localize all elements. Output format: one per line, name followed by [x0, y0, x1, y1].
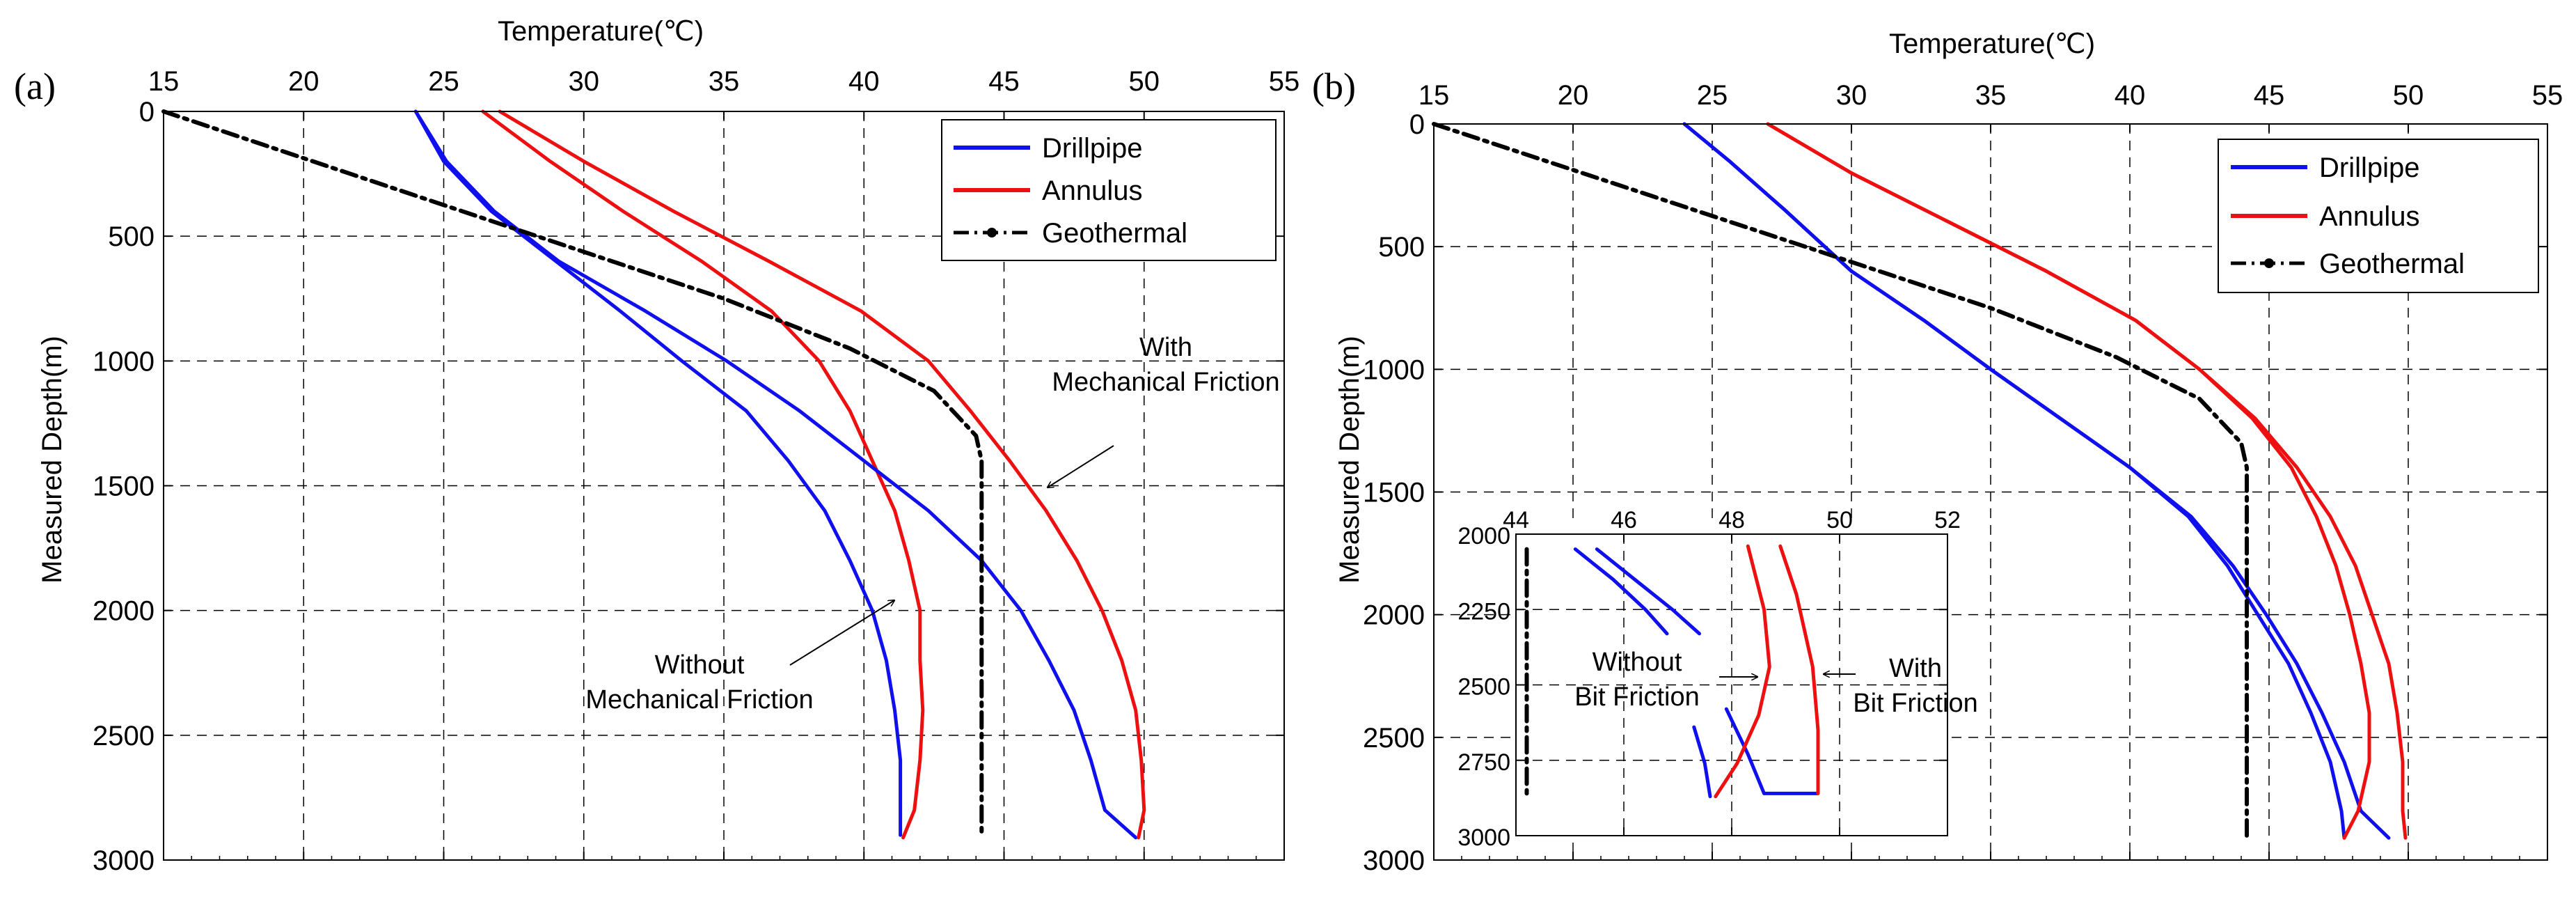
panel-a-annotation-without-line2: Mechanical Friction — [585, 685, 813, 714]
panel-a-annotation-with-line1: With — [1139, 333, 1192, 362]
panel-b-inset-series-drillpipe-with-bit-friction — [1724, 707, 1820, 795]
panel-a-x-tick-label: 20 — [288, 66, 319, 97]
panel-b-y-tick-label: 1500 — [1363, 478, 1425, 508]
panel-b-legend-geothermal: Geothermal — [2319, 249, 2465, 279]
panel-a-x-tick-label: 30 — [569, 66, 600, 97]
panel-a-ticks: 15 20 25 30 35 40 45 50 55 0 500 1000 1500 2000 2500 30… — [93, 66, 1299, 876]
panel-b-ticks: 15 20 25 30 35 40 45 50 55 0 500 1000 1500 2000 2500 30… — [1363, 80, 2563, 876]
panel-a-y-tick-label: 1500 — [93, 471, 155, 502]
panel-b-x-tick-label: 15 — [1419, 80, 1450, 111]
panel-a-label: (a) — [14, 65, 56, 107]
panel-b-inset-annotation-without-line1: Without — [1593, 648, 1682, 677]
panel-b-x-tick-label: 20 — [1558, 80, 1589, 111]
panel-b-x-tick-label: 25 — [1697, 80, 1728, 111]
panel-b-inset-grid — [1516, 534, 1947, 836]
panel-b-legend-drillpipe: Drillpipe — [2319, 153, 2420, 183]
panel-a-x-axis-title: Temperature(℃) — [498, 16, 704, 47]
panel-a-y-tick-label: 0 — [139, 97, 155, 127]
panel-a-legend-geothermal: Geothermal — [1042, 218, 1187, 249]
panel-b-y-tick-label: 0 — [1409, 109, 1425, 140]
panel-a-annotation-without-arrow — [789, 600, 894, 666]
panel-b-inset-series-drillpipe-with-bit-friction — [1595, 547, 1701, 636]
panel-b-legend: Drillpipe Annulus Geothermal — [2218, 139, 2539, 293]
panel-b-inset-x-tick-label: 44 — [1503, 507, 1529, 533]
panel-a-legend-geothermal-marker — [987, 228, 997, 237]
panel-b-x-tick-label: 55 — [2532, 80, 2563, 111]
panel-a-y-axis-title: Measured Depth(m) — [37, 336, 68, 584]
panel-b-inset-y-tick-label: 2500 — [1457, 674, 1510, 701]
panel-b-y-axis-title: Measured Depth(m) — [1334, 336, 1365, 584]
panel-b-y-tick-label: 1000 — [1363, 354, 1425, 385]
panel-b-inset-ticks: 44 46 48 50 52 2000 2250 2500 2750 3000 — [1457, 507, 1961, 851]
panel-b-x-tick-label: 35 — [1975, 80, 2007, 111]
panel-b-inset-annotation-without: Without Bit Friction — [1574, 648, 1757, 712]
panel-b-inset-x-tick-label: 52 — [1934, 507, 1961, 533]
panel-b-inset-x-tick-label: 50 — [1826, 507, 1853, 533]
panel-b-inset-annotation-with: With Bit Friction — [1824, 654, 1978, 718]
panel-b-x-tick-label: 45 — [2254, 80, 2285, 111]
panel-a-y-tick-label: 500 — [108, 221, 155, 252]
panel-a-series-annulus-without-mechanical-friction — [481, 109, 925, 840]
panel-a-annotation-without: Without Mechanical Friction — [585, 600, 894, 714]
panel-b-inset-series-annulus-without-bit-friction — [1714, 544, 1771, 799]
panel-a-y-tick-label: 1000 — [93, 346, 155, 377]
panel-b-inset-annotation-without-line2: Bit Friction — [1574, 682, 1699, 712]
panel-a-series-geothermal — [161, 109, 984, 840]
panel-a-legend: Drillpipe Annulus Geothermal — [941, 119, 1277, 261]
panel-b-y-tick-label: 3000 — [1363, 845, 1425, 876]
panel-a-x-tick-label: 50 — [1129, 66, 1160, 97]
panel-b-inset-annotation-with-line2: Bit Friction — [1853, 689, 1977, 718]
panel-b-label: (b) — [1312, 65, 1356, 107]
panel-b-y-tick-label: 2500 — [1363, 723, 1425, 753]
panel-a-annotation-without-line1: Without — [655, 650, 745, 680]
panel-a-y-tick-label: 2500 — [93, 721, 155, 751]
panel-b-inset-series-drillpipe-without-bit-friction — [1573, 547, 1669, 636]
panel-a-y-tick-label: 2000 — [93, 596, 155, 627]
panel-a-annotation-with-arrow — [1048, 445, 1114, 487]
panel-b-inset-series — [1524, 544, 1820, 799]
panel-b-inset-series-annulus-with-bit-friction — [1778, 544, 1820, 795]
panel-b-inset-y-tick-label: 2250 — [1457, 598, 1510, 625]
panel-b-inset-series-drillpipe-without-bit-friction — [1692, 725, 1712, 799]
panel-a-annotation-with-line2: Mechanical Friction — [1052, 368, 1279, 397]
panel-a-series-drillpipe-with-mechanical-friction — [413, 109, 1138, 840]
panel-b-chart: (b) Temperature(℃) Measured Depth(m) 15 2… — [1312, 29, 2563, 876]
panel-a-legend-drillpipe: Drillpipe — [1042, 133, 1143, 164]
panel-a-x-tick-label: 45 — [988, 66, 1020, 97]
panel-b-x-tick-label: 40 — [2115, 80, 2146, 111]
panel-b-inset-y-tick-label: 2750 — [1457, 749, 1510, 776]
panel-a-annotation-with: With Mechanical Friction — [1048, 333, 1280, 487]
panel-b-series-geothermal — [1432, 122, 2249, 841]
panel-b-x-tick-label: 30 — [1836, 80, 1867, 111]
panel-b-inset-y-tick-label: 3000 — [1457, 825, 1510, 851]
panel-a-chart: (a) Temperature(℃) Measured Depth(m) 15 2… — [14, 16, 1299, 876]
panel-b-series-annulus-with-bit-friction — [1766, 122, 2408, 840]
panel-b-inset: 44 46 48 50 52 2000 2250 2500 2750 3000 Without B… — [1457, 507, 1977, 851]
panel-b-x-axis-title: Temperature(℃) — [1889, 29, 2095, 59]
panel-b-series-drillpipe-with-bit-friction — [1682, 122, 2391, 840]
panel-b-inset-x-tick-label: 48 — [1718, 507, 1745, 533]
panel-a-series-annulus-with-mechanical-friction — [498, 109, 1146, 840]
panel-b-inset-x-tick-label: 46 — [1611, 507, 1637, 533]
panel-a-x-tick-label: 55 — [1269, 66, 1300, 97]
panel-a-x-tick-label: 25 — [428, 66, 459, 97]
panel-a-x-tick-label: 35 — [709, 66, 740, 97]
panel-b-y-tick-label: 500 — [1378, 232, 1425, 263]
panel-b-inset-annotation-with-line1: With — [1889, 654, 1942, 683]
panel-a-series — [161, 109, 1146, 840]
panel-b-x-tick-label: 50 — [2393, 80, 2424, 111]
panel-a-x-tick-label: 40 — [848, 66, 880, 97]
panel-b-inset-y-tick-label: 2000 — [1457, 523, 1510, 549]
panel-a-x-tick-label: 15 — [148, 66, 180, 97]
panel-b-series — [1432, 122, 2408, 841]
panel-b-legend-geothermal-marker — [2264, 258, 2274, 268]
panel-a-y-tick-label: 3000 — [93, 845, 155, 876]
panel-a-legend-annulus: Annulus — [1042, 175, 1143, 206]
panel-b-y-tick-label: 2000 — [1363, 600, 1425, 631]
panel-b-legend-annulus: Annulus — [2319, 201, 2420, 232]
